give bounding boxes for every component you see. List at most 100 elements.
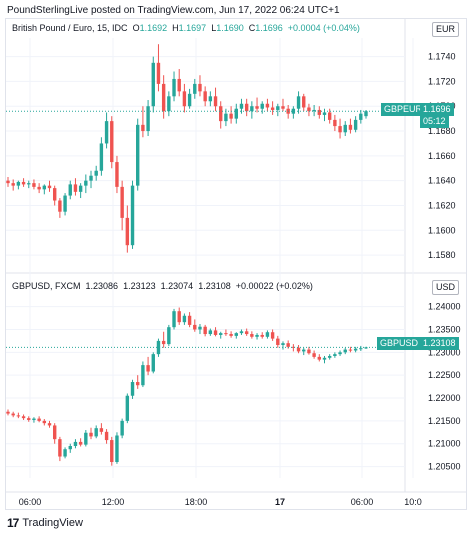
gbpeur-candle-body	[136, 124, 140, 186]
bottom-open: 1.23086	[85, 281, 119, 291]
gbpeur-candle-body	[208, 96, 213, 102]
chart-frame[interactable]	[5, 18, 467, 510]
gbpusd-candle-body	[348, 349, 353, 351]
gbpeur-candle-body	[260, 103, 264, 109]
gbpusd-candle-body	[146, 365, 150, 372]
gbpusd-candle-body	[244, 331, 249, 335]
gbpusd-candle-body	[120, 420, 124, 436]
gbpusd-candle-body	[42, 420, 47, 424]
gbpusd-candle-body	[250, 334, 254, 337]
gbpeur-candle-body	[11, 183, 15, 186]
gbpusd-candle-body	[224, 333, 228, 335]
tradingview-logo-icon: 17	[7, 516, 19, 530]
gbpeur-candle-body	[307, 107, 311, 112]
gbpeur-candle-body	[146, 106, 150, 132]
top-low: 1.1690	[216, 23, 244, 33]
gbpeur-candle-body	[296, 96, 301, 109]
gbpeur-candle-body	[130, 185, 135, 246]
gbpusd-candle-body	[327, 355, 332, 358]
gbpusd-candle-body	[130, 382, 135, 396]
gbpeur-candle-body	[32, 183, 36, 187]
gbpusd-candle-body	[229, 334, 233, 336]
gbpeur-y-tick-label: 1.1680	[428, 126, 456, 136]
gbpeur-candle-body	[348, 124, 353, 130]
gbpeur-candle-body	[364, 111, 368, 117]
gbpeur-candle-body	[302, 96, 306, 108]
gbpeur-candle-body	[52, 188, 57, 201]
tradingview-brand-label: TradingView	[22, 517, 83, 529]
gbpusd-candle-body	[234, 333, 238, 336]
gbpusd-candle-body	[296, 347, 301, 352]
gbpeur-candle-body	[234, 108, 238, 119]
gbpeur-candle-body	[63, 195, 67, 212]
gbpusd-candle-body	[58, 439, 62, 457]
gbpeur-candle-body	[89, 175, 93, 181]
gbpeur-candle-body	[281, 106, 285, 109]
gbpeur-candle-body	[229, 113, 233, 119]
gbpusd-candle-body	[151, 354, 155, 372]
gbpeur-candle-body	[6, 180, 10, 184]
gbpeur-candle-body	[203, 91, 207, 102]
gbpeur-candle-body	[327, 112, 332, 120]
gbpeur-candle-body	[125, 217, 130, 246]
gbpusd-candle-body	[27, 418, 31, 420]
gbpusd-candle-body	[260, 334, 264, 337]
gbpusd-y-tick-label: 1.22500	[428, 370, 461, 380]
gbpusd-candle-body	[281, 343, 285, 346]
bottom-last-price: 1.23108	[420, 337, 459, 350]
gbpusd-candle-body	[99, 428, 104, 432]
gbpusd-candle-body	[239, 331, 244, 334]
gbpeur-candle-body	[312, 109, 316, 112]
gbpeur-candle-body	[343, 124, 347, 133]
gbpeur-candle-body	[353, 119, 358, 130]
gbpeur-candle-body	[338, 126, 342, 133]
gbpusd-candle-body	[286, 343, 290, 347]
gbpusd-candle-body	[78, 441, 83, 445]
chart-credit: PoundSterlingLive posted on TradingView.…	[7, 5, 340, 16]
gbpusd-candle-body	[322, 357, 327, 360]
bottom-currency-badge[interactable]: USD	[432, 280, 460, 295]
gbpusd-candle-body	[333, 354, 337, 356]
gbpusd-candle-body	[115, 435, 119, 463]
gbpusd-candle-body	[193, 324, 197, 330]
bottom-symbol: GBPUSD, FXCM	[12, 281, 81, 291]
gbpeur-candle-body	[94, 170, 98, 176]
gbpusd-candle-body	[141, 365, 145, 386]
gbpusd-candle-body	[208, 330, 213, 335]
top-o-label: O	[132, 23, 140, 33]
gbpusd-y-tick-label: 1.23000	[428, 347, 461, 357]
gbpusd-candle-body	[312, 353, 316, 357]
gbpeur-candle-body	[265, 103, 270, 108]
gbpeur-candle-body	[187, 93, 192, 107]
bottom-high: 1.23123	[123, 281, 156, 291]
gbpeur-candle-body	[322, 112, 327, 115]
gbpusd-candle-body	[213, 330, 218, 335]
gbpusd-candle-body	[37, 418, 41, 421]
gbpeur-candle-body	[47, 185, 52, 189]
gbpusd-candle-body	[110, 440, 114, 463]
top-last-price: 1.1696	[420, 103, 454, 116]
gbpusd-candle-body	[291, 346, 296, 348]
x-tick-label: 12:00	[102, 497, 125, 507]
gbpeur-candle-body	[244, 103, 249, 112]
gbpeur-candle-body	[37, 186, 41, 190]
gbpeur-candle-body	[250, 106, 254, 112]
bottom-close: 1.23108	[198, 281, 231, 291]
gbpeur-candle-body	[84, 180, 88, 186]
top-open: 1.1692	[139, 23, 168, 33]
bottom-low: 1.23074	[160, 281, 194, 291]
top-currency-badge[interactable]: EUR	[432, 22, 460, 37]
gbpusd-y-tick-label: 1.24000	[428, 302, 461, 312]
gbpeur-candle-body	[198, 83, 202, 92]
gbpeur-y-tick-label: 1.1600	[428, 225, 456, 235]
x-tick-label: 18:00	[185, 497, 208, 507]
tradingview-brand[interactable]: 17 TradingView	[7, 516, 83, 530]
gbpeur-candle-body	[161, 83, 166, 112]
gbpusd-candle-body	[219, 333, 223, 335]
gbpusd-candle-body	[270, 332, 275, 339]
gbpeur-candle-body	[16, 181, 21, 186]
gbpeur-candle-body	[68, 184, 72, 196]
bottom-legend: GBPUSD, FXCM 1.23086 1.23123 1.23074 1.2…	[12, 281, 313, 291]
gbpusd-candle-body	[187, 315, 192, 325]
